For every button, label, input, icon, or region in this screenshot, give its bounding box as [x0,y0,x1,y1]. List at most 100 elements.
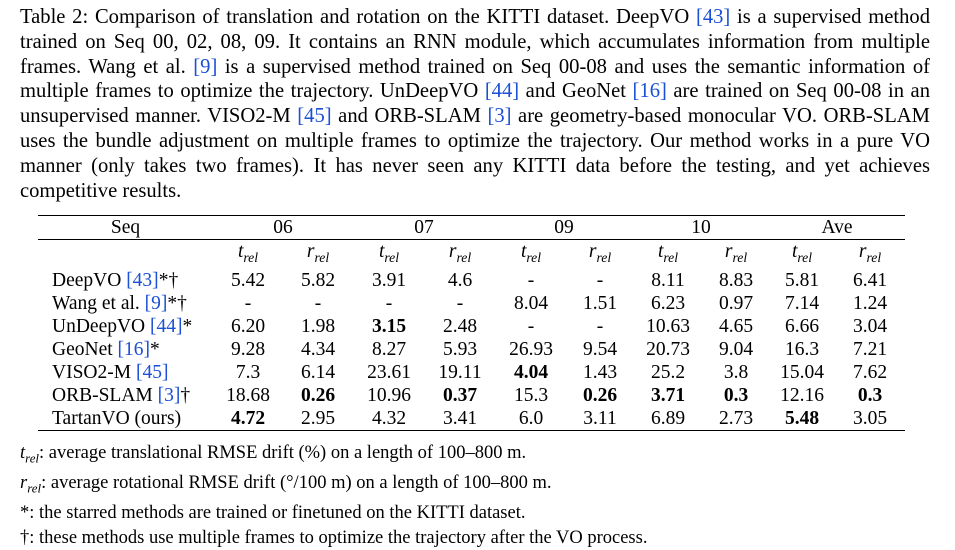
value-cell: 4.04 [513,361,549,383]
citation-link[interactable]: [44] [150,315,183,337]
value-cell: 3.8 [723,361,749,383]
value-cell: 12.16 [780,384,824,406]
value-cell: 2.48 [442,315,478,337]
value-cell: 4.72 [230,407,266,429]
value-cell: 3.11 [583,407,617,429]
value-cell: 0.26 [582,384,618,406]
table-row: GeoNet [16]* 9.28 4.34 8.27 5.93 26.93 9… [38,338,905,361]
value-cell: 5.48 [784,407,820,429]
value-cell: 4.32 [371,407,407,429]
table-notes: trel: average translational RMSE drift (… [20,441,647,550]
value-cell: - [314,292,322,314]
metric-header: trel [237,241,259,265]
value-cell: 7.21 [852,338,888,360]
metric-header: rrel [588,241,612,265]
group-header: 10 [691,217,711,238]
citation-link[interactable]: [3] [157,384,181,406]
value-cell: 6.20 [230,315,266,337]
caption-text: is a supervised method trained on Seq 00… [20,6,930,78]
value-cell: 5.82 [300,269,336,291]
value-cell: 6.89 [650,407,686,429]
table-row: ORB-SLAM [3]† 18.68 0.26 10.96 0.37 15.3… [38,384,905,407]
value-cell: 1.98 [300,315,336,337]
table-caption: Table 2: Comparison of translation and r… [20,5,930,203]
caption-text: Table 2: Comparison of translation and r… [20,6,696,28]
value-cell: 10.63 [646,315,690,337]
value-cell: 4.6 [447,269,473,291]
value-cell: 0.26 [300,384,336,406]
value-cell: 3.05 [852,407,888,429]
table-row: Wang et al. [9]*† - - - - 8.04 1.51 6.23… [38,292,905,315]
citation-link[interactable]: [16] [117,338,151,360]
metric-header: rrel [306,241,330,265]
value-cell: 20.73 [646,338,690,360]
caption-text: are geometry-based monocular VO. ORB-SLA… [20,105,930,202]
value-cell: - [596,269,604,291]
group-header: Ave [821,217,853,238]
trel-symbol: trel [20,443,40,466]
table-row: UnDeepVO [44]* 6.20 1.98 3.15 2.48 - - 1… [38,315,905,338]
metric-header: rrel [724,241,748,265]
value-cell: 3.71 [650,384,686,406]
table-row: VISO2-M [45] 7.3 6.14 23.61 19.11 4.04 1… [38,361,905,384]
metric-header: trel [520,241,542,265]
group-header: 06 [273,217,293,238]
value-cell: 6.14 [300,361,336,383]
value-cell: 4.34 [300,338,336,360]
citation-link[interactable]: [45] [297,105,332,128]
value-cell: 7.62 [852,361,888,383]
value-cell: 9.04 [718,338,754,360]
value-cell: 5.93 [442,338,478,360]
citation-link[interactable]: [45] [135,361,169,383]
value-cell: 0.3 [857,384,883,406]
citation-link[interactable]: [9] [144,292,168,314]
value-cell: 0.37 [442,384,478,406]
method-name: DeepVO [43]*† [52,269,179,291]
note-dagger: †: these methods use multiple frames to … [20,527,648,548]
value-cell: 1.43 [582,361,618,383]
value-cell: 9.54 [582,338,618,360]
value-cell: 9.28 [230,338,266,360]
value-cell: 25.2 [650,361,686,383]
value-cell: 18.68 [226,384,270,406]
citation-link[interactable]: [43] [126,269,159,291]
value-cell: - [527,315,535,337]
value-cell: 8.83 [718,269,754,291]
metric-header: rrel [858,241,882,265]
value-cell: 0.97 [718,292,754,314]
value-cell: 3.15 [371,315,407,337]
value-cell: 2.95 [300,407,336,429]
citation-link[interactable]: [3] [487,105,512,128]
value-cell: 3.41 [442,407,478,429]
metric-header: rrel [448,241,472,265]
value-cell: 5.42 [230,269,266,291]
citation-link[interactable]: [43] [695,6,731,28]
metric-header: trel [378,241,400,265]
value-cell: 4.65 [718,315,754,337]
subheader-row: trel rrel trel rrel trel rrel trel rrel … [38,240,905,269]
value-cell: 7.14 [784,292,820,314]
metric-header: trel [657,241,679,265]
caption-text: is a supervised method trained on Seq 00… [20,55,930,103]
value-cell: 15.04 [780,361,824,383]
value-cell: 7.3 [235,361,261,383]
caption-text: and GeoNet [519,80,633,103]
citation-link[interactable]: [9] [193,55,218,78]
value-cell: 23.61 [367,361,411,383]
value-cell: 2.73 [718,407,754,429]
value-cell: 8.27 [371,338,407,360]
value-cell: 5.81 [784,269,820,291]
value-cell: 15.3 [513,384,549,406]
method-name: ORB-SLAM [3]† [52,384,191,406]
method-name: VISO2-M [45] [52,361,169,383]
citation-link[interactable]: [44] [484,80,520,103]
value-cell: 1.24 [852,292,888,314]
method-name: Wang et al. [9]*† [52,292,187,314]
method-name: TartanVO (ours) [52,407,182,429]
metric-header: trel [791,241,813,265]
note-starred: *: the starred methods are trained or fi… [20,503,526,524]
header-row: Seq 06 07 09 10 Ave [38,215,905,240]
value-cell: 26.93 [509,338,553,360]
value-cell: 1.51 [582,292,618,314]
citation-link[interactable]: [16] [632,80,667,103]
